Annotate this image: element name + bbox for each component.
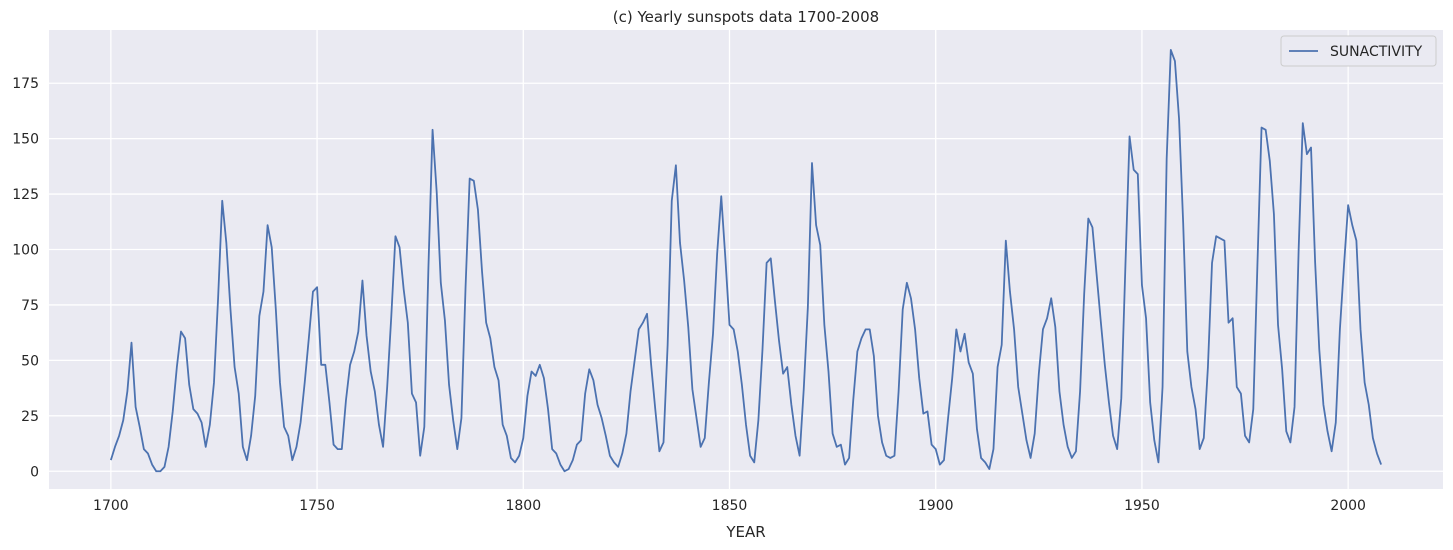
y-tick-label: 0 <box>30 464 39 480</box>
y-tick-label: 100 <box>12 243 39 259</box>
x-tick-label: 1900 <box>918 498 954 514</box>
x-gridlines <box>110 30 1349 489</box>
y-tick-label: 25 <box>21 409 39 425</box>
chart-title: (c) Yearly sunspots data 1700-2008 <box>613 8 879 26</box>
x-tick-label: 1850 <box>712 498 748 514</box>
legend: SUNACTIVITY <box>1280 35 1437 67</box>
y-tick-labels: 0 25 50 75 100 125 150 175 <box>12 76 39 480</box>
plot-area <box>49 30 1443 489</box>
x-axis-label: YEAR <box>725 523 765 541</box>
y-tick-label: 125 <box>12 187 39 203</box>
x-tick-label: 1700 <box>93 498 129 514</box>
legend-box <box>1280 35 1437 67</box>
y-tick-label: 175 <box>12 76 39 92</box>
x-tick-label: 2000 <box>1330 498 1366 514</box>
y-tick-label: 50 <box>21 353 39 369</box>
y-tick-label: 75 <box>21 298 39 314</box>
x-tick-label: 1950 <box>1124 498 1160 514</box>
x-tick-labels: 1700 1750 1800 1850 1900 1950 2000 <box>93 498 1366 514</box>
x-tick-label: 1750 <box>299 498 335 514</box>
y-tick-label: 150 <box>12 132 39 148</box>
series-line-sunactivity <box>110 49 1382 473</box>
legend-label: SUNACTIVITY <box>1330 44 1423 60</box>
x-tick-label: 1800 <box>505 498 541 514</box>
